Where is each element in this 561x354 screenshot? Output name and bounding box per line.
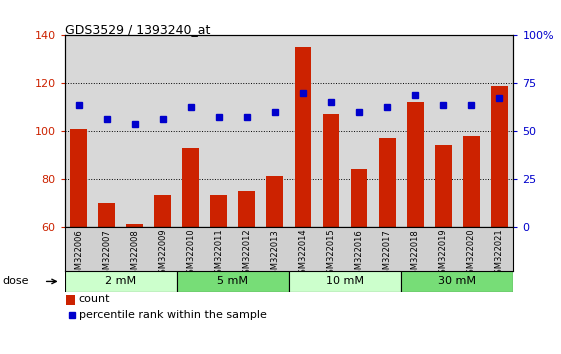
Text: GSM322010: GSM322010	[186, 229, 195, 279]
Text: GSM322020: GSM322020	[467, 229, 476, 279]
Text: 10 mM: 10 mM	[326, 276, 364, 286]
Text: GSM322011: GSM322011	[214, 229, 223, 279]
Text: GSM322016: GSM322016	[355, 229, 364, 280]
Text: GDS3529 / 1393240_at: GDS3529 / 1393240_at	[65, 23, 210, 36]
Text: GSM322007: GSM322007	[102, 229, 111, 280]
Text: 5 mM: 5 mM	[217, 276, 249, 286]
Bar	[177, 271, 289, 292]
Bar	[491, 86, 508, 227]
Bar	[126, 224, 143, 227]
Bar	[289, 271, 401, 292]
Bar	[98, 202, 115, 227]
Text: count: count	[79, 294, 110, 304]
Bar	[435, 145, 452, 227]
Bar	[379, 138, 396, 227]
Bar	[463, 136, 480, 227]
Text: GSM322014: GSM322014	[298, 229, 307, 279]
Text: dose: dose	[3, 276, 29, 286]
Text: GSM322015: GSM322015	[327, 229, 335, 279]
Bar	[210, 195, 227, 227]
Bar	[295, 47, 311, 227]
Bar	[65, 271, 177, 292]
Text: 30 mM: 30 mM	[438, 276, 476, 286]
Text: GSM322012: GSM322012	[242, 229, 251, 279]
Bar	[70, 129, 87, 227]
Text: GSM322017: GSM322017	[383, 229, 392, 280]
Bar	[182, 148, 199, 227]
Text: GSM322008: GSM322008	[130, 229, 139, 280]
Bar	[407, 102, 424, 227]
Text: GSM322009: GSM322009	[158, 229, 167, 279]
Bar	[238, 191, 255, 227]
Bar	[401, 271, 513, 292]
Text: 2 mM: 2 mM	[105, 276, 136, 286]
Text: GSM322013: GSM322013	[270, 229, 279, 280]
Text: GSM322021: GSM322021	[495, 229, 504, 279]
Bar	[154, 195, 171, 227]
Bar	[323, 114, 339, 227]
Text: GSM322019: GSM322019	[439, 229, 448, 279]
Text: GSM322018: GSM322018	[411, 229, 420, 280]
Text: percentile rank within the sample: percentile rank within the sample	[79, 310, 266, 320]
Bar	[266, 176, 283, 227]
Bar	[351, 169, 367, 227]
Text: GSM322006: GSM322006	[74, 229, 83, 280]
